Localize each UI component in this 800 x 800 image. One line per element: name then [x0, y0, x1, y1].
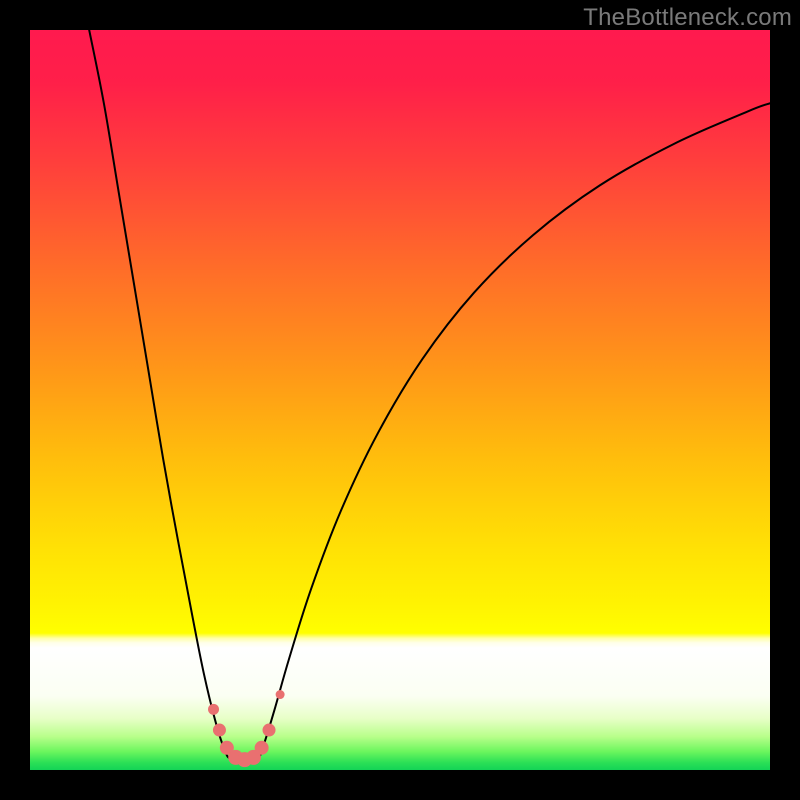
curve-marker	[276, 690, 285, 699]
curve-marker	[255, 741, 269, 755]
plot-svg	[30, 30, 770, 770]
gradient-background	[30, 30, 770, 770]
curve-marker	[213, 724, 226, 737]
plot-area	[30, 30, 770, 770]
curve-marker	[208, 704, 219, 715]
watermark-text: TheBottleneck.com	[583, 4, 792, 32]
curve-marker	[263, 724, 276, 737]
